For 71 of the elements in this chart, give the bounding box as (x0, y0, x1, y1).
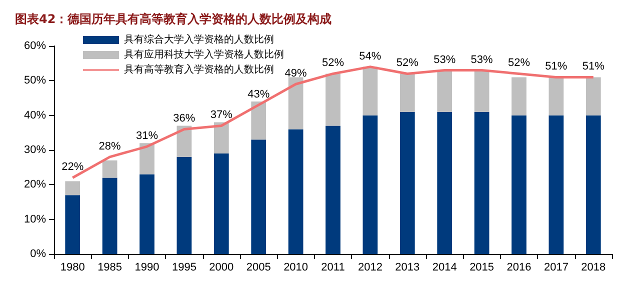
bar (288, 129, 304, 254)
chart-title: 图表42：德国历年具有高等教育入学资格的人数比例及构成 (15, 12, 332, 26)
bar (437, 70, 452, 112)
data-label: 52% (396, 57, 419, 70)
y-tick-label: 40% (24, 109, 46, 122)
bar (437, 112, 452, 254)
bar (288, 77, 304, 130)
x-tick-label: 2015 (470, 262, 494, 274)
bar (102, 178, 118, 254)
data-label: 49% (284, 68, 308, 80)
x-tick-label: 2010 (284, 262, 308, 274)
data-label: 43% (248, 88, 270, 100)
bar (400, 112, 415, 254)
data-label: 52% (508, 57, 530, 70)
x-tick-label: 2005 (246, 262, 271, 274)
bar (512, 115, 526, 254)
bar (102, 160, 118, 178)
bar (65, 195, 80, 254)
bar (548, 115, 564, 254)
bar (474, 70, 490, 112)
legend-label: 具有高等教育入学资格的人数比例 (124, 64, 274, 76)
x-tick-label: 2014 (432, 262, 457, 274)
bar (326, 126, 340, 254)
x-tick-label: 2000 (209, 262, 234, 274)
x-tick-label: 2016 (506, 262, 532, 274)
bar (586, 115, 601, 254)
x-tick-label: 1980 (60, 262, 85, 274)
data-label: 53% (434, 54, 456, 66)
bar (474, 112, 490, 254)
bar (214, 153, 229, 254)
bar (362, 66, 378, 116)
data-label: 51% (545, 60, 568, 73)
x-tick-label: 2013 (395, 262, 420, 274)
y-tick-label: 50% (24, 74, 46, 87)
data-label: 36% (173, 112, 196, 125)
bar (362, 115, 378, 254)
legend-label: 具有综合大学入学资格的人数比例 (124, 34, 274, 46)
y-tick-label: 60% (24, 40, 46, 52)
y-tick-label: 30% (24, 144, 46, 156)
x-tick-label: 2011 (321, 262, 345, 274)
bar (400, 74, 415, 112)
bar (512, 77, 526, 116)
data-label: 54% (359, 50, 382, 62)
x-tick-label: 1985 (98, 262, 122, 274)
data-label: 37% (210, 109, 233, 122)
x-tick-label: 1995 (172, 262, 196, 274)
x-tick-label: 1990 (134, 262, 160, 274)
data-label: 51% (582, 60, 605, 73)
legend-label: 具有应用科技大学入学资格人数比例 (124, 48, 284, 60)
data-label: 52% (322, 57, 344, 70)
data-label: 53% (470, 54, 494, 66)
x-tick-label: 2012 (358, 262, 382, 274)
x-tick-label: 2018 (581, 262, 606, 274)
data-label: 28% (98, 140, 122, 152)
bar (214, 122, 229, 154)
data-label: 31% (136, 130, 158, 142)
x-tick-label: 2017 (544, 262, 568, 274)
y-tick-label: 0% (30, 248, 46, 260)
bar (251, 140, 266, 254)
y-tick-label: 20% (24, 178, 46, 191)
data-label: 22% (62, 161, 84, 174)
bar (176, 126, 192, 157)
bar (251, 101, 266, 140)
bar (326, 74, 340, 126)
bar (176, 156, 192, 254)
bar (548, 77, 564, 116)
bar (140, 174, 154, 254)
bar (586, 77, 601, 116)
y-tick-label: 10% (24, 213, 46, 226)
bar (140, 143, 154, 174)
bar (65, 181, 80, 196)
